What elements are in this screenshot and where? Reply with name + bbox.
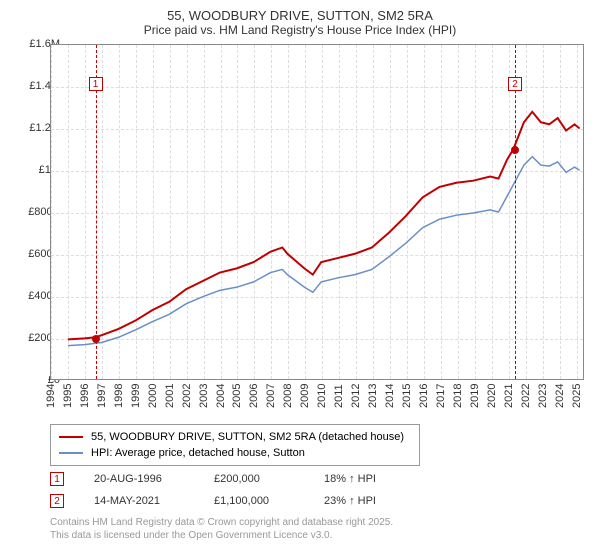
x-tick-label: 2002 (181, 384, 193, 419)
series-line-hpi (68, 157, 580, 346)
title-main: 55, WOODBURY DRIVE, SUTTON, SM2 5RA (0, 8, 600, 23)
legend-row-hpi: HPI: Average price, detached house, Sutt… (59, 445, 411, 461)
x-tick-label: 2013 (367, 384, 379, 419)
x-tick-label: 2022 (520, 384, 532, 419)
transaction-diff: 23% ↑ HPI (324, 495, 404, 507)
transaction-price: £200,000 (214, 473, 294, 485)
footer-line1: Contains HM Land Registry data © Crown c… (50, 516, 393, 529)
marker-dot (92, 335, 100, 343)
marker-label-box: 2 (508, 77, 522, 91)
x-tick-label: 2024 (554, 384, 566, 419)
transaction-price: £1,100,000 (214, 495, 294, 507)
x-tick-label: 2003 (198, 384, 210, 419)
x-tick-label: 2009 (299, 384, 311, 419)
x-tick-label: 1996 (79, 384, 91, 419)
x-tick-label: 2015 (401, 384, 413, 419)
transaction-row: 1 20-AUG-1996 £200,000 18% ↑ HPI (50, 468, 404, 490)
transaction-date: 20-AUG-1996 (94, 473, 184, 485)
footer-line2: This data is licensed under the Open Gov… (50, 529, 393, 542)
x-tick-label: 2011 (333, 384, 345, 419)
x-tick-label: 2007 (265, 384, 277, 419)
x-tick-label: 2010 (316, 384, 328, 419)
marker-vline (515, 45, 516, 379)
chart-lines-svg (51, 45, 583, 379)
x-tick-label: 1997 (96, 384, 108, 419)
x-tick-label: 2016 (418, 384, 430, 419)
x-tick-label: 2008 (282, 384, 294, 419)
marker-vline (96, 45, 97, 379)
x-tick-label: 1998 (113, 384, 125, 419)
x-tick-label: 2012 (350, 384, 362, 419)
x-tick-label: 2014 (384, 384, 396, 419)
transaction-row: 2 14-MAY-2021 £1,100,000 23% ↑ HPI (50, 490, 404, 512)
x-tick-label: 1999 (130, 384, 142, 419)
legend-row-price-paid: 55, WOODBURY DRIVE, SUTTON, SM2 5RA (det… (59, 429, 411, 445)
x-tick-label: 2019 (469, 384, 481, 419)
x-tick-label: 2020 (486, 384, 498, 419)
legend-swatch-price-paid (59, 436, 83, 438)
x-tick-label: 2001 (164, 384, 176, 419)
x-tick-label: 2025 (571, 384, 583, 419)
marker-label-box: 1 (89, 77, 103, 91)
x-tick-label: 2004 (215, 384, 227, 419)
x-tick-label: 2000 (147, 384, 159, 419)
x-tick-label: 2005 (231, 384, 243, 419)
title-sub: Price paid vs. HM Land Registry's House … (0, 23, 600, 37)
transaction-diff: 18% ↑ HPI (324, 473, 404, 485)
chart-container: 55, WOODBURY DRIVE, SUTTON, SM2 5RA Pric… (0, 0, 600, 560)
x-tick-label: 2023 (537, 384, 549, 419)
x-tick-label: 2018 (452, 384, 464, 419)
chart-plot-area: 12 (50, 44, 584, 380)
legend-swatch-hpi (59, 452, 83, 454)
transaction-marker: 1 (50, 472, 64, 486)
legend-label-hpi: HPI: Average price, detached house, Sutt… (91, 447, 305, 459)
footer-note: Contains HM Land Registry data © Crown c… (50, 516, 393, 542)
x-tick-label: 2006 (248, 384, 260, 419)
transactions-table: 1 20-AUG-1996 £200,000 18% ↑ HPI 2 14-MA… (50, 468, 404, 512)
series-line-price_paid (68, 112, 580, 340)
transaction-date: 14-MAY-2021 (94, 495, 184, 507)
x-tick-label: 2021 (503, 384, 515, 419)
transaction-marker: 2 (50, 494, 64, 508)
marker-dot (511, 146, 519, 154)
x-tick-label: 1994 (45, 384, 57, 419)
legend-box: 55, WOODBURY DRIVE, SUTTON, SM2 5RA (det… (50, 424, 420, 466)
legend-label-price-paid: 55, WOODBURY DRIVE, SUTTON, SM2 5RA (det… (91, 431, 404, 443)
x-tick-label: 1995 (62, 384, 74, 419)
title-block: 55, WOODBURY DRIVE, SUTTON, SM2 5RA Pric… (0, 0, 600, 41)
x-tick-label: 2017 (435, 384, 447, 419)
